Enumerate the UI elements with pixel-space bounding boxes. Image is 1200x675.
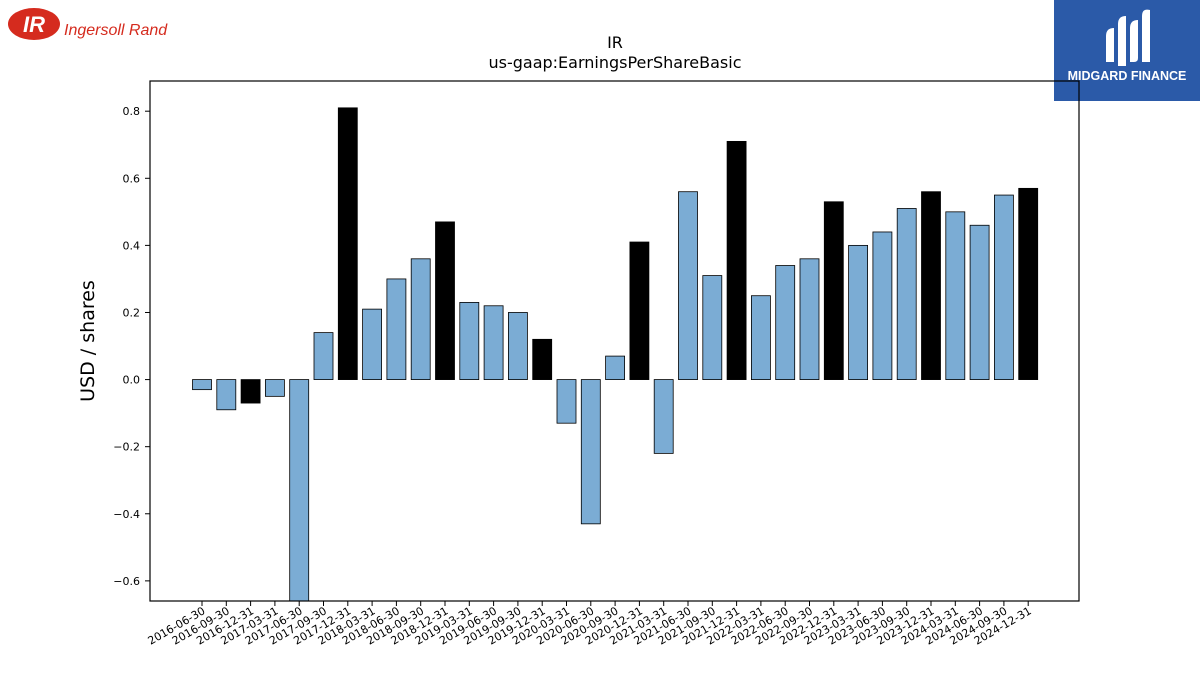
bar-2022-09-30 — [799, 258, 820, 380]
bar-2024-12-31 — [1018, 187, 1039, 380]
bar-2022-06-30 — [775, 265, 796, 380]
bar-2021-06-30 — [678, 191, 698, 380]
x-axis-ticks: 2016-06-302016-09-302016-12-312017-03-31… — [146, 601, 1034, 648]
bar-2024-06-30 — [969, 224, 990, 380]
bar-2020-09-30 — [605, 355, 625, 380]
ir-logo-mark — [8, 8, 60, 40]
y-tick-label: 0.4 — [123, 239, 141, 252]
bar-2020-06-30 — [580, 379, 601, 525]
y-tick-label: 0.2 — [123, 306, 141, 319]
ingersoll-rand-logo: IR Ingersoll Rand — [8, 8, 168, 40]
y-tick-label: −0.4 — [113, 508, 140, 521]
bar-2016-06-30 — [192, 379, 212, 391]
chart-subtitle: us-gaap:EarningsPerShareBasic — [488, 53, 741, 72]
bar-2018-06-30 — [386, 278, 407, 380]
bar-2020-03-31 — [556, 379, 577, 424]
ir-logo-mark-text: IR — [23, 12, 45, 37]
bar-2018-09-30 — [410, 258, 431, 380]
bar-2024-09-30 — [994, 194, 1014, 380]
bar-2017-12-31 — [337, 107, 358, 380]
plot-frame — [149, 80, 1080, 602]
bar-2022-03-31 — [751, 295, 771, 380]
bar-2019-06-30 — [483, 305, 504, 380]
midgard-logo-text: MIDGARD FINANCE — [1068, 69, 1187, 83]
bar-2017-09-30 — [313, 332, 334, 380]
bar-2021-09-30 — [702, 275, 723, 380]
midgard-logo-mark — [1106, 9, 1150, 66]
y-tick-label: 0.6 — [123, 172, 141, 185]
bar-2022-12-31 — [823, 201, 844, 380]
y-tick-label: −0.6 — [113, 575, 140, 588]
bar-2023-03-31 — [848, 244, 868, 380]
bar-2019-03-31 — [459, 302, 480, 380]
bar-2023-09-30 — [896, 208, 917, 380]
midgard-finance-logo: MIDGARD FINANCE — [1054, 0, 1200, 101]
chart-title: IR — [607, 33, 623, 52]
y-tick-label: −0.2 — [113, 441, 140, 454]
bar-2016-09-30 — [216, 379, 237, 411]
bar-2020-12-31 — [629, 241, 650, 380]
bar-2018-12-31 — [435, 221, 455, 380]
bar-2017-03-31 — [264, 379, 285, 397]
bar-2019-12-31 — [532, 338, 553, 380]
y-axis-label: USD / shares — [77, 280, 99, 402]
bar-2021-12-31 — [726, 140, 747, 380]
bar-2024-03-31 — [945, 211, 966, 380]
y-tick-label: 0.8 — [123, 105, 141, 118]
bar-2018-03-31 — [362, 308, 383, 380]
ingersoll-rand-logo-text: Ingersoll Rand — [64, 22, 168, 39]
bar-2019-09-30 — [507, 312, 528, 380]
bar-2016-12-31 — [240, 379, 261, 404]
bar-2021-03-31 — [653, 379, 674, 454]
bar-2023-12-31 — [921, 191, 941, 380]
bar-2023-06-30 — [872, 231, 893, 380]
bar-2017-06-30 — [289, 379, 310, 602]
y-tick-label: 0.0 — [123, 374, 141, 387]
y-axis-ticks: −0.6 −0.4 −0.2 0.0 0.2 0.4 0.6 0.8 — [113, 105, 150, 588]
bars — [192, 107, 1039, 602]
